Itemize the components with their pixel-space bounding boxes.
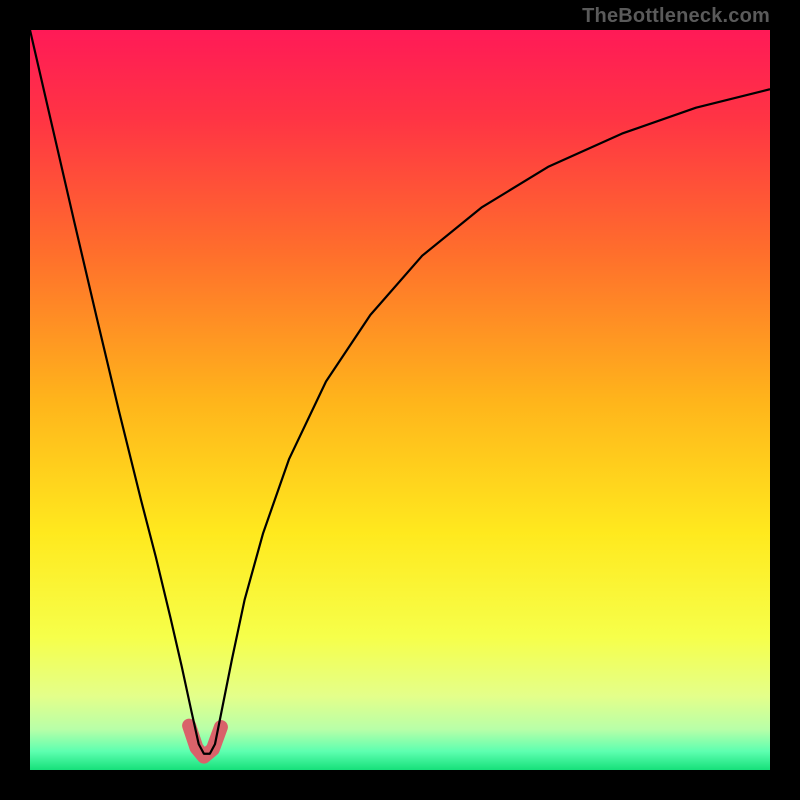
bottleneck-curve (30, 30, 770, 754)
chart-frame: TheBottleneck.com (0, 0, 800, 800)
watermark-text: TheBottleneck.com (582, 5, 770, 28)
plot-area (30, 30, 770, 770)
curve-layer (30, 30, 770, 770)
